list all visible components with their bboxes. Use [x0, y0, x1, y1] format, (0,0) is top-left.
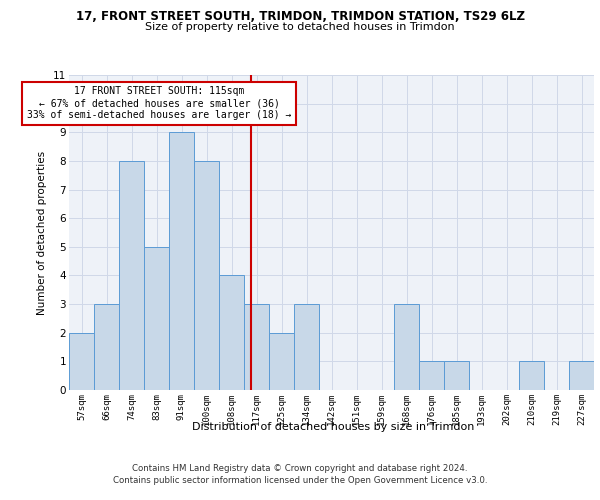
Bar [219, 276, 244, 390]
Bar [244, 304, 269, 390]
Text: Size of property relative to detached houses in Trimdon: Size of property relative to detached ho… [145, 22, 455, 32]
Bar [394, 304, 419, 390]
Bar [94, 304, 119, 390]
Bar [144, 247, 169, 390]
Bar [444, 362, 469, 390]
Bar [169, 132, 194, 390]
Text: Contains HM Land Registry data © Crown copyright and database right 2024.: Contains HM Land Registry data © Crown c… [132, 464, 468, 473]
Text: 17 FRONT STREET SOUTH: 115sqm
← 67% of detached houses are smaller (36)
33% of s: 17 FRONT STREET SOUTH: 115sqm ← 67% of d… [27, 86, 291, 120]
Bar [294, 304, 319, 390]
Text: 17, FRONT STREET SOUTH, TRIMDON, TRIMDON STATION, TS29 6LZ: 17, FRONT STREET SOUTH, TRIMDON, TRIMDON… [76, 10, 524, 23]
Text: Contains public sector information licensed under the Open Government Licence v3: Contains public sector information licen… [113, 476, 487, 485]
Bar [269, 332, 294, 390]
Text: Distribution of detached houses by size in Trimdon: Distribution of detached houses by size … [192, 422, 474, 432]
Bar [519, 362, 544, 390]
Bar [119, 161, 144, 390]
Bar [69, 332, 94, 390]
Bar [194, 161, 219, 390]
Bar [569, 362, 594, 390]
Bar [419, 362, 444, 390]
Y-axis label: Number of detached properties: Number of detached properties [37, 150, 47, 314]
